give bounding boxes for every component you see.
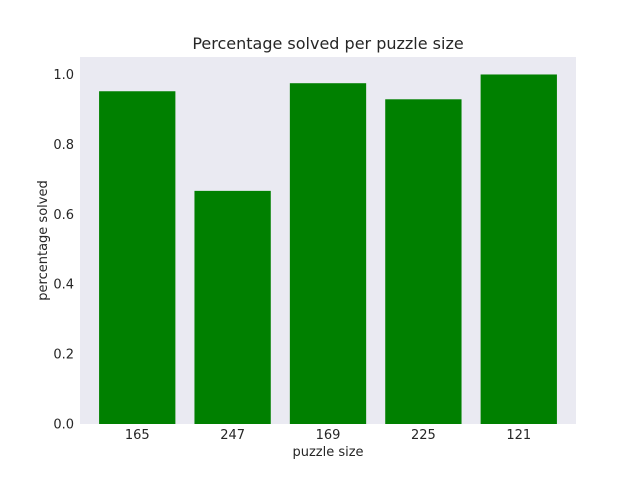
bar-169 xyxy=(289,83,367,424)
y-tick-label: 1.0 xyxy=(53,68,74,83)
y-axis-label: percentage solved xyxy=(36,180,51,300)
y-axis: 0.0 0.2 0.4 0.6 0.8 1.0 xyxy=(53,68,74,433)
chart-title: Percentage solved per puzzle size xyxy=(192,34,463,53)
y-tick-label: 0.4 xyxy=(53,278,74,293)
x-tick-label: 247 xyxy=(220,428,245,443)
x-axis-label: puzzle size xyxy=(292,445,363,460)
x-tick-label: 121 xyxy=(506,428,531,443)
x-tick-label: 169 xyxy=(316,428,341,443)
bar-247 xyxy=(194,190,271,424)
bar-121 xyxy=(480,74,557,424)
bar-225 xyxy=(385,99,462,424)
y-tick-label: 0.6 xyxy=(53,208,74,223)
y-tick-label: 0.8 xyxy=(53,138,74,153)
y-tick-label: 0.2 xyxy=(53,348,74,363)
x-tick-label: 225 xyxy=(411,428,436,443)
bar-165 xyxy=(99,91,176,425)
x-axis: 165 247 169 225 121 xyxy=(125,428,531,443)
x-tick-label: 165 xyxy=(125,428,150,443)
bars-group xyxy=(99,74,557,425)
y-tick-label: 0.0 xyxy=(53,418,74,433)
